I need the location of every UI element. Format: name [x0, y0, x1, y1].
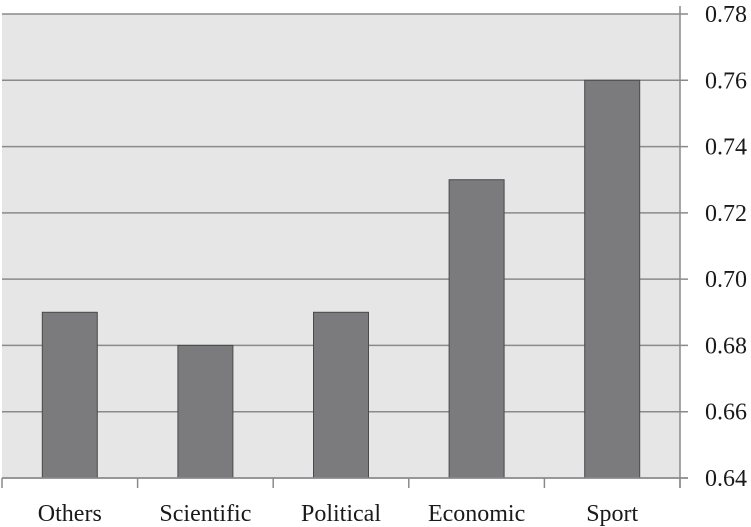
y-tick-label: 0.72 [705, 201, 747, 227]
y-tick-label: 0.78 [705, 2, 747, 28]
axes [1, 6, 688, 488]
x-tick-label: Others [38, 501, 102, 527]
y-tick-label: 0.68 [705, 333, 747, 359]
x-tick-label: Political [301, 501, 381, 527]
y-tick-label: 0.70 [705, 267, 747, 293]
y-tick-label: 0.74 [705, 135, 747, 161]
bar-sport [584, 79, 641, 479]
y-tick-labels: 0.64 0.66 0.68 0.70 0.72 0.74 0.76 0.78 [705, 2, 747, 492]
bar-economic [448, 179, 505, 479]
x-tick-label: Scientific [159, 501, 251, 527]
x-tick-label: Economic [428, 501, 525, 527]
x-tick-label: Sport [586, 501, 638, 527]
y-tick-label: 0.76 [705, 68, 747, 94]
y-tick-label: 0.66 [705, 400, 747, 426]
x-tick-labels: Others Scientific Political Economic Sport [38, 501, 639, 527]
bar-others [41, 311, 98, 479]
bar-political [313, 311, 369, 479]
bars [41, 79, 641, 479]
bar-scientific [177, 344, 234, 479]
y-tick-label: 0.64 [705, 466, 747, 492]
